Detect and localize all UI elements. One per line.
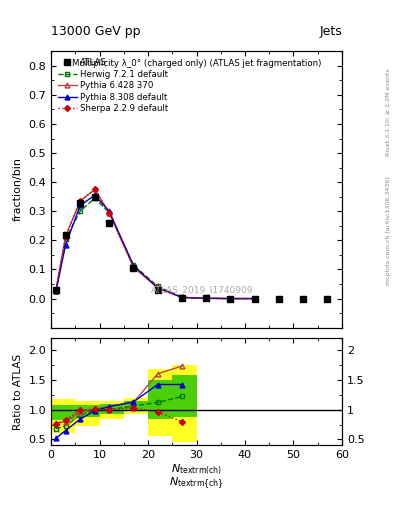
- Y-axis label: Ratio to ATLAS: Ratio to ATLAS: [13, 354, 23, 430]
- Legend: ATLAS, Herwig 7.2.1 default, Pythia 6.428 370, Pythia 8.308 default, Sherpa 2.2.: ATLAS, Herwig 7.2.1 default, Pythia 6.42…: [55, 55, 171, 116]
- Text: Jets: Jets: [319, 26, 342, 38]
- Text: 13000 GeV pp: 13000 GeV pp: [51, 26, 141, 38]
- Text: $N_{\rm textrm\{ch\}}$: $N_{\rm textrm\{ch\}}$: [169, 476, 224, 492]
- Text: Multiplicity λ_0° (charged only) (ATLAS jet fragmentation): Multiplicity λ_0° (charged only) (ATLAS …: [72, 59, 321, 69]
- Y-axis label: fraction/bin: fraction/bin: [13, 158, 23, 221]
- Text: Rivet 3.1.10, ≥ 2.2M events: Rivet 3.1.10, ≥ 2.2M events: [386, 69, 391, 157]
- Text: mcplots.cern.ch [arXiv:1306.3436]: mcplots.cern.ch [arXiv:1306.3436]: [386, 176, 391, 285]
- X-axis label: $N_{\mathrm{textrm(ch)}}$: $N_{\mathrm{textrm(ch)}}$: [171, 463, 222, 478]
- Text: ATLAS_2019_I1740909: ATLAS_2019_I1740909: [151, 286, 253, 294]
